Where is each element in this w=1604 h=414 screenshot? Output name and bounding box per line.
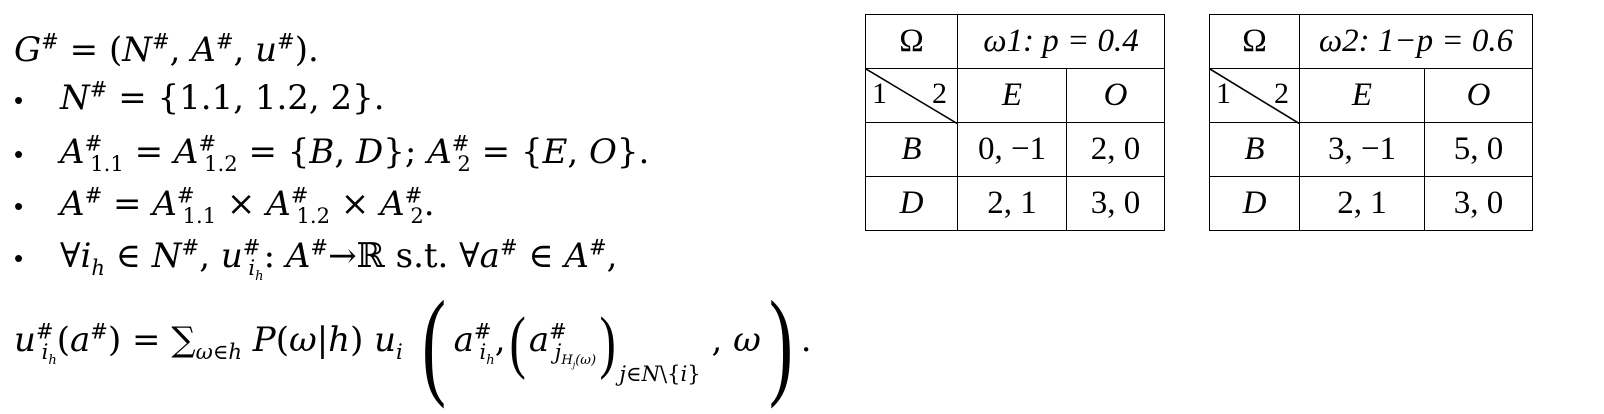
column-player-label: 2 xyxy=(1274,77,1289,110)
payoff-cell: 2, 1 xyxy=(957,176,1067,231)
column-action: O xyxy=(1424,68,1533,123)
row-action: D xyxy=(865,176,958,231)
payoff-cell: 0, −1 xyxy=(957,122,1067,177)
bullet-icon: • xyxy=(14,85,24,115)
payoff-cell: 3, 0 xyxy=(1066,176,1165,231)
bullet-icon: • xyxy=(14,243,24,273)
row-player-label: 1 xyxy=(1216,77,1231,110)
utility-formula: u#ih(a#) = ∑ω∈h P(ω|h) ui (a#ih,(a#jHj(ω… xyxy=(14,276,812,409)
row-action: D xyxy=(1209,176,1300,231)
payoff-table-omega1: Ω ω1: p = 0.4 1 2 E O B 0, −1 2, 0 D 2, … xyxy=(865,14,1165,231)
bullet-icon: • xyxy=(14,139,24,169)
player-diagonal-header: 1 2 xyxy=(865,68,958,124)
column-action: E xyxy=(957,68,1067,123)
action-product-definition: • A# = A#1.1 × A#1.2 × A#2. xyxy=(14,182,435,228)
payoff-cell: 3, −1 xyxy=(1299,122,1425,177)
payoff-cell: 5, 0 xyxy=(1424,122,1533,177)
action-sets-definition: • A#1.1 = A#1.2 = {B, D}; A#2 = {E, O}. xyxy=(14,130,650,176)
payoff-table-omega2: Ω ω2: 1−p = 0.6 1 2 E O B 3, −1 5, 0 D 2… xyxy=(1209,14,1533,231)
payoff-cell: 2, 0 xyxy=(1066,122,1165,177)
utility-quantifier: • ∀ih ∈ N#, u#ih: A#→ℝ s.t. ∀a# ∈ A#, xyxy=(14,234,618,284)
game-definition: G# = (N#, A#, u#). xyxy=(14,28,319,70)
player-set-definition: • N# = {1.1, 1.2, 2}. xyxy=(14,76,385,118)
row-action: B xyxy=(865,122,958,177)
row-action: B xyxy=(1209,122,1300,177)
player-diagonal-header: 1 2 xyxy=(1209,68,1300,124)
payoff-cell: 3, 0 xyxy=(1424,176,1533,231)
column-action: O xyxy=(1066,68,1165,123)
row-player-label: 1 xyxy=(872,77,887,110)
state-space-header: Ω xyxy=(865,14,958,69)
state-space-header: Ω xyxy=(1209,14,1300,69)
bullet-icon: • xyxy=(14,191,24,221)
state-probability-label: ω2: 1−p = 0.6 xyxy=(1299,14,1533,69)
state-probability-label: ω1: p = 0.4 xyxy=(957,14,1165,69)
payoff-cell: 2, 1 xyxy=(1299,176,1425,231)
column-action: E xyxy=(1299,68,1425,123)
column-player-label: 2 xyxy=(932,77,947,110)
